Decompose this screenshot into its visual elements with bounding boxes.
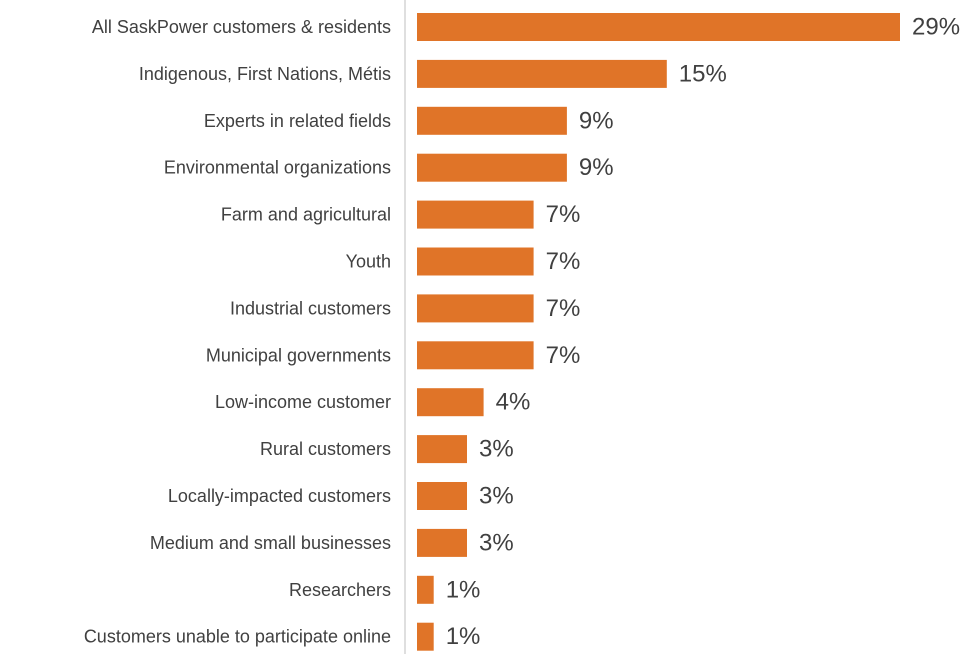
category-label: Researchers [289,580,391,600]
value-label: 1% [446,623,481,650]
bar [417,106,567,135]
value-label: 7% [546,342,581,369]
value-label: 29% [912,14,960,41]
bar [417,622,434,651]
category-label: Customers unable to participate online [84,627,391,647]
value-label: 1% [446,576,481,603]
bar [417,528,467,557]
category-label: Youth [346,252,391,272]
bar [417,575,434,604]
value-label: 9% [579,154,614,181]
category-label: Municipal governments [206,345,391,365]
bar [417,247,534,276]
value-label: 7% [546,295,581,322]
bar [417,341,534,370]
bar [417,153,567,182]
bar [417,13,900,41]
category-label: All SaskPower customers & residents [92,17,391,37]
category-label: Experts in related fields [204,111,391,131]
bar [417,294,534,323]
bar [417,435,467,464]
bar [417,200,534,229]
value-label: 3% [479,529,514,556]
category-label: Farm and agricultural [221,205,391,225]
value-label: 4% [496,389,531,416]
category-label: Rural customers [260,439,391,459]
category-label: Industrial customers [230,298,391,318]
value-label: 7% [546,248,581,275]
value-label: 3% [479,436,514,463]
bar [417,482,467,510]
category-label: Locally-impacted customers [168,486,391,506]
category-label: Medium and small businesses [150,533,391,553]
category-label: Environmental organizations [164,158,391,178]
category-labels: All SaskPower customers & residents Indig… [84,17,391,647]
category-label: Indigenous, First Nations, Métis [139,64,391,84]
bars-group [417,13,900,651]
bar [417,59,667,88]
category-label: Low-income customer [215,392,391,412]
value-label: 9% [579,107,614,134]
value-label: 3% [479,483,514,510]
value-label: 7% [546,201,581,228]
value-labels: 29% 15% 9% 9% 7% 7% 7% 7% 4% 3% 3% 3% 1% 1% [446,14,960,651]
bar [417,388,484,417]
value-label: 15% [679,60,727,87]
